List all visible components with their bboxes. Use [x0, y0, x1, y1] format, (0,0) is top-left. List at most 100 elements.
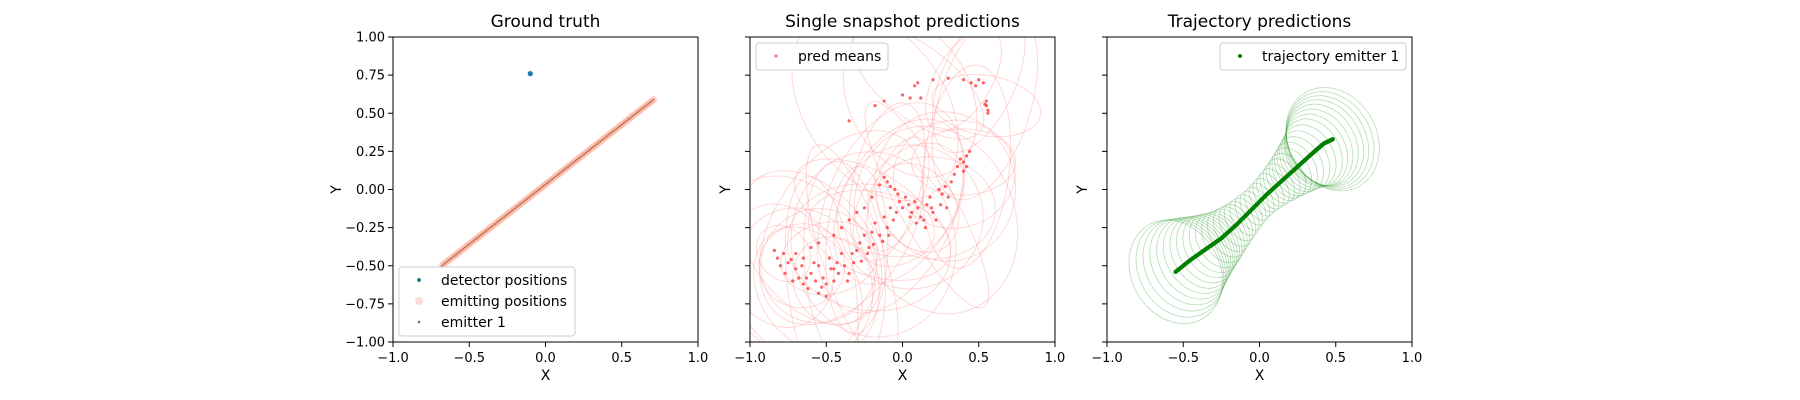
pred-mean-point	[801, 256, 805, 260]
emitter-1-point	[510, 210, 513, 213]
trajectory-ellipse	[1268, 152, 1307, 199]
legend-marker	[417, 278, 421, 282]
pred-mean-point	[888, 184, 892, 189]
pred-mean-point	[885, 180, 889, 184]
emitter-1-point	[538, 188, 541, 190]
x-tick-label: 0.0	[535, 351, 556, 366]
emitter-1-point	[565, 167, 568, 169]
pred-mean-point	[913, 200, 917, 204]
prediction-ellipse	[931, 74, 1042, 138]
trajectory-ellipse	[1285, 99, 1364, 187]
emitter-1-point	[480, 234, 482, 236]
emitter-1-point	[535, 190, 538, 193]
pred-mean-point	[878, 233, 882, 237]
emitter-1-point	[444, 262, 447, 264]
prediction-ellipse	[805, 144, 899, 342]
emitter-1-point	[513, 207, 516, 210]
pred-mean-point	[882, 215, 886, 219]
emitter-1-point	[542, 185, 545, 188]
pred-mean-point	[897, 200, 902, 204]
pred-mean-point	[882, 175, 886, 179]
pred-mean-point	[969, 81, 973, 85]
emitter-1-point	[537, 189, 539, 192]
pred-mean-point	[800, 264, 804, 268]
emitter-1-point	[638, 109, 641, 112]
trajectory-ellipse	[1239, 190, 1267, 226]
trajectory-ellipse	[1176, 215, 1236, 284]
emitter-1-point	[549, 179, 552, 182]
prediction-ellipse	[864, 101, 990, 309]
emitter-1-point	[581, 154, 584, 157]
prediction-ellipse	[911, 128, 1016, 196]
prediction-ellipse	[874, 111, 1017, 262]
pred-mean-point	[786, 261, 790, 265]
trajectory-ellipse	[1285, 108, 1354, 187]
emitter-1-point	[636, 111, 639, 113]
emitter-1-point	[651, 100, 653, 102]
y-tick-label: 0.00	[356, 183, 385, 198]
plot-area	[750, 37, 1042, 342]
trajectory-ellipse	[1163, 216, 1232, 294]
pred-mean-point	[775, 256, 780, 260]
prediction-ellipse	[750, 207, 874, 342]
pred-mean-point	[832, 233, 836, 237]
pred-mean-point	[870, 230, 874, 234]
x-tick-label: 0.0	[1249, 351, 1270, 366]
pred-mean-point	[824, 294, 828, 298]
pred-mean-point	[961, 160, 966, 164]
prediction-ellipse	[866, 136, 930, 252]
emitter-1-point	[448, 259, 450, 262]
trajectory-ellipse	[1283, 118, 1343, 187]
pred-mean-point	[974, 84, 978, 88]
emitter-1-point	[622, 122, 625, 125]
emitter-1-point	[567, 165, 570, 168]
trajectory-ellipse	[1252, 177, 1280, 213]
prediction-ellipse	[790, 151, 957, 338]
emitter-1-point	[485, 229, 488, 232]
trajectory-ellipse	[1207, 208, 1248, 258]
y-axis-label: Y	[718, 185, 734, 195]
trajectory-ellipse	[1212, 206, 1251, 252]
pred-mean-point	[809, 271, 813, 275]
emitter-1-point	[505, 214, 507, 217]
emitter-1-point	[494, 222, 497, 225]
pred-mean-point	[919, 215, 923, 219]
emitter-1-point	[476, 236, 479, 239]
emitter-1-point	[499, 218, 502, 221]
trajectory-ellipse	[1244, 186, 1271, 221]
pred-mean-point	[916, 81, 920, 85]
pred-mean-point	[961, 169, 966, 173]
emitter-1-point	[626, 119, 628, 122]
prediction-ellipse	[848, 102, 926, 262]
emitter-1-point	[562, 169, 564, 172]
pred-mean-point	[986, 111, 990, 115]
pred-mean-point	[968, 149, 972, 153]
trajectory-ellipse	[1281, 124, 1337, 189]
emitter-1-point	[624, 120, 627, 123]
pred-mean-point	[813, 279, 818, 283]
emitter-1-point	[594, 144, 596, 147]
emitter-1-point	[652, 98, 655, 101]
prediction-ellipse	[791, 37, 959, 202]
pred-mean-point	[937, 187, 941, 192]
pred-mean-point	[964, 165, 969, 169]
pred-mean-point	[928, 195, 932, 199]
pred-mean-point	[958, 157, 963, 161]
prediction-ellipse	[892, 119, 1016, 229]
emitter-1-point	[467, 243, 470, 246]
pred-mean-point	[939, 203, 943, 207]
prediction-ellipse	[825, 166, 889, 335]
emitter-1-point	[569, 164, 571, 167]
emitter-1-point	[547, 181, 550, 183]
y-tick-label: −0.75	[345, 297, 385, 312]
emitter-1-point	[642, 107, 644, 109]
pred-mean-point	[873, 221, 877, 225]
emitter-1-point	[519, 203, 522, 206]
emitter-1-point	[551, 178, 554, 181]
pred-mean-point	[812, 261, 816, 265]
emitter-1-point	[440, 264, 443, 267]
emitter-1-point	[453, 255, 456, 257]
emitter-1-point	[471, 241, 473, 243]
legend-box	[398, 266, 576, 337]
